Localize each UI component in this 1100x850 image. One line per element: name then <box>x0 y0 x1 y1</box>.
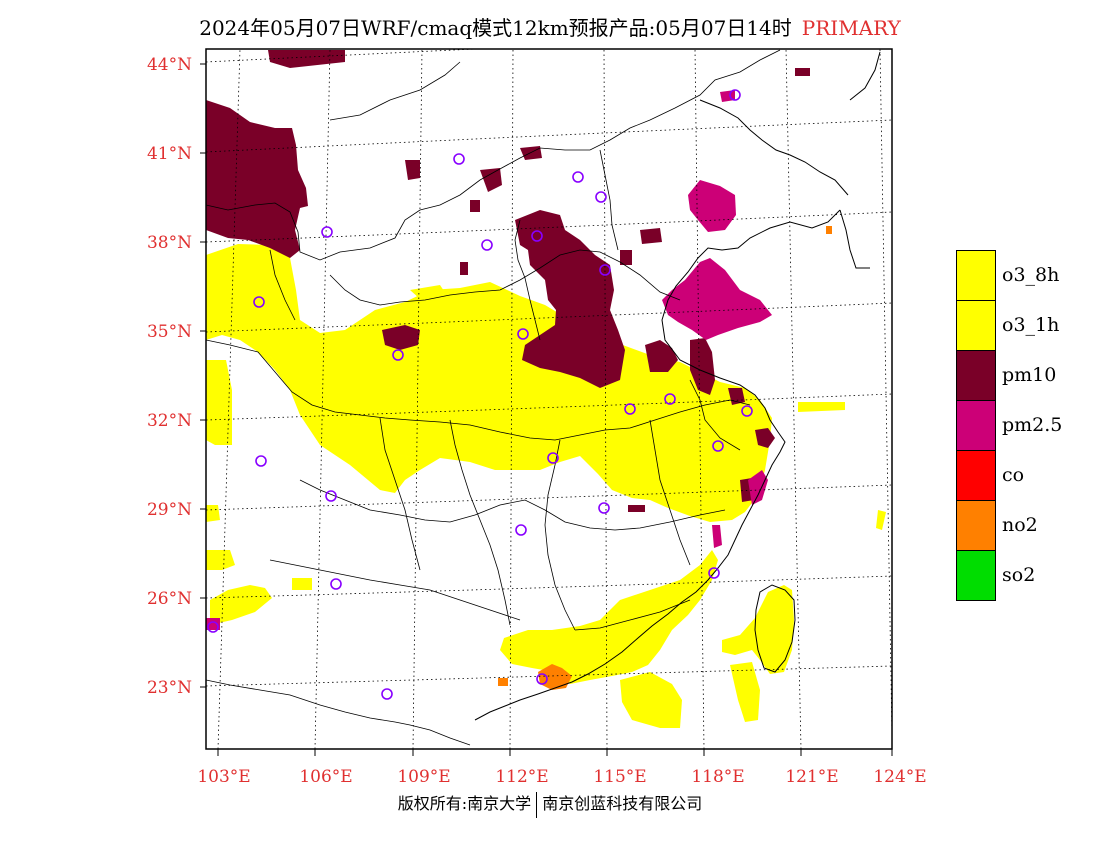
coastline <box>474 51 881 721</box>
station-marker <box>481 239 493 251</box>
station-marker <box>708 567 720 579</box>
longitude-axis: 103°E 106°E 109°E 112°E 115°E 118°E 121°… <box>197 749 927 787</box>
legend-label: co <box>1002 464 1025 486</box>
lon-label-106: 106°E <box>299 767 352 787</box>
lon-label-103: 103°E <box>197 767 250 787</box>
province-boundaries <box>206 49 781 746</box>
legend-swatch <box>956 400 996 451</box>
copyright-left: 版权所有:南京大学 <box>397 794 532 813</box>
station-markers <box>207 89 753 700</box>
station-marker <box>207 621 219 633</box>
station-marker <box>325 490 337 502</box>
legend-swatch <box>956 250 996 301</box>
station-marker <box>531 230 543 242</box>
station-marker <box>255 455 267 467</box>
station-marker <box>517 328 529 340</box>
station-marker <box>381 688 393 700</box>
footer-separator <box>536 791 538 818</box>
legend-swatch <box>956 500 996 551</box>
station-marker <box>392 349 404 361</box>
station-marker <box>595 191 607 203</box>
station-marker <box>330 578 342 590</box>
station-marker <box>536 673 548 685</box>
lon-label-118: 118°E <box>691 767 744 787</box>
station-marker <box>664 393 676 405</box>
station-marker <box>599 264 611 276</box>
legend-label: so2 <box>1002 564 1036 586</box>
map-title: 2024年05月07日WRF/cmaq模式12km预报产品:05月07日14时 P… <box>0 12 1100 41</box>
legend-swatch <box>956 350 996 401</box>
no2-region <box>498 226 832 690</box>
legend-swatch <box>956 550 996 601</box>
lat-label-26: 26°N <box>147 589 192 609</box>
station-marker <box>453 153 465 165</box>
legend-label: pm10 <box>1002 364 1057 386</box>
station-marker <box>712 440 724 452</box>
station-marker <box>741 405 753 417</box>
legend-label: pm2.5 <box>1002 414 1063 436</box>
lon-label-121: 121°E <box>785 767 838 787</box>
lat-label-41: 41°N <box>147 144 192 164</box>
legend-label: o3_8h <box>1002 264 1060 286</box>
o3-region <box>206 244 886 728</box>
title-text: 2024年05月07日WRF/cmaq模式12km预报产品:05月07日14时 <box>199 16 792 40</box>
station-marker <box>547 452 559 464</box>
legend-label: no2 <box>1002 514 1038 536</box>
lon-label-109: 109°E <box>397 767 450 787</box>
station-marker <box>598 502 610 514</box>
lon-label-115: 115°E <box>593 767 646 787</box>
legend-label: o3_1h <box>1002 314 1060 336</box>
lon-label-112: 112°E <box>495 767 548 787</box>
lon-label-124: 124°E <box>873 767 926 787</box>
lat-label-29: 29°N <box>147 500 192 520</box>
copyright-right: 南京创蓝科技有限公司 <box>542 794 703 813</box>
station-marker <box>321 226 333 238</box>
station-marker <box>515 524 527 536</box>
lat-label-32: 32°N <box>147 411 192 431</box>
primary-tag: PRIMARY <box>801 16 901 40</box>
legend-swatch <box>956 300 996 351</box>
lat-label-35: 35°N <box>147 322 192 342</box>
latitude-axis: 44°N 41°N 38°N 35°N 32°N 29°N 26°N 23°N <box>147 55 206 698</box>
lat-label-44: 44°N <box>147 55 192 75</box>
map-frame <box>205 48 893 750</box>
legend-swatch <box>956 450 996 501</box>
copyright-footer: 版权所有:南京大学 南京创蓝科技有限公司 <box>0 790 1100 818</box>
station-marker <box>729 89 741 101</box>
lat-label-38: 38°N <box>147 233 192 253</box>
map-content <box>206 49 892 749</box>
station-marker <box>624 403 636 415</box>
station-marker <box>572 171 584 183</box>
station-marker <box>253 296 265 308</box>
graticule <box>206 49 892 749</box>
lat-label-23: 23°N <box>147 678 192 698</box>
